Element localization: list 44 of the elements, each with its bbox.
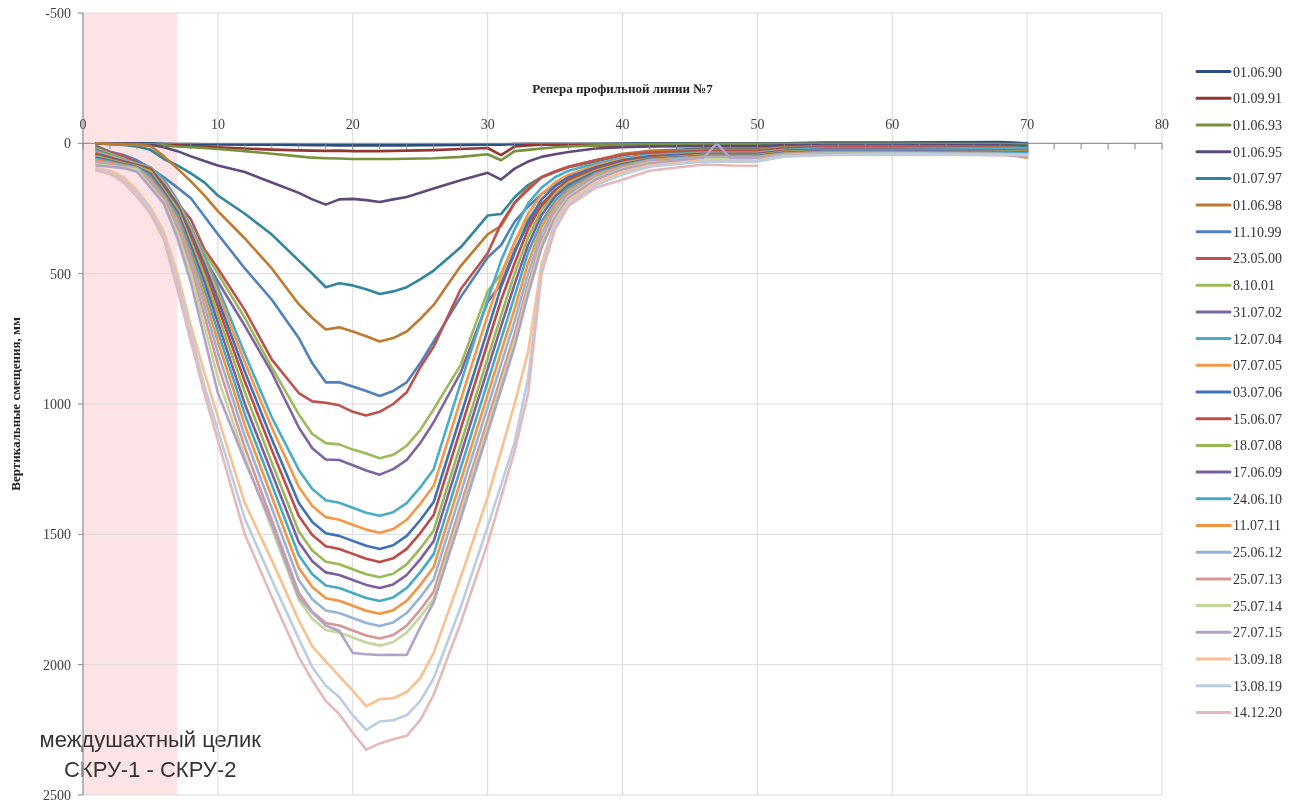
legend-label: 15.06.07 [1233,411,1282,427]
y-tick-label: -500 [45,5,71,21]
y-tick-label: 2500 [43,787,71,803]
legend-label: 18.07.08 [1233,438,1282,454]
legend-label: 17.06.09 [1233,465,1282,480]
legend-label: 25.07.13 [1233,571,1282,587]
legend-label: 13.08.19 [1233,678,1282,694]
y-tick-label: 0 [64,136,71,152]
x-tick-label: 80 [1155,117,1169,133]
x-tick-label: 60 [885,117,900,133]
legend-label: 11.07.11 [1233,518,1281,534]
legend-label: 14.12.20 [1233,705,1282,721]
legend-label: 25.07.14 [1233,598,1282,614]
legend-label: 25.06.12 [1233,545,1282,561]
legend-label: 13.09.18 [1233,651,1282,667]
legend-label: 23.05.00 [1233,251,1282,267]
x-tick-label: 70 [1020,117,1035,133]
y-tick-label: 500 [50,266,71,282]
legend-label: 01.07.97 [1233,171,1282,187]
band-label: междушахтный целик СКРУ-1 - СКРУ-2 [39,727,262,782]
x-tick-label: 50 [750,117,765,133]
legend-label: 27.07.15 [1233,625,1282,641]
x-tick-label: 10 [210,117,225,133]
x-axis-title: Репера профильной линии №7 [532,81,714,97]
y-tick-label: 1500 [43,527,71,543]
legend-label: 03.07.06 [1233,384,1282,400]
x-tick-label: 30 [480,117,495,133]
legend-label: 01.06.98 [1233,198,1282,213]
legend-label: 8.10.01 [1233,278,1275,294]
legend-label: 01.06.90 [1233,64,1282,80]
legend-label: 24.06.10 [1233,491,1282,507]
legend-label: 01.09.91 [1233,91,1282,107]
x-tick-label: 0 [79,117,87,133]
y-tick-label: 2000 [43,657,71,673]
legend-label: 12.07.04 [1233,331,1282,347]
x-tick-label: 40 [615,117,630,133]
legend-label: 31.07.02 [1233,304,1282,320]
legend-label: 11.10.99 [1233,224,1282,240]
y-tick-label: 1000 [43,396,71,412]
y-axis-title: Вертикальные смещения, мм [8,317,23,491]
legend-label: 01.06.93 [1233,117,1282,133]
legend-label: 07.07.05 [1233,358,1282,374]
legend-label: 01.06.95 [1233,144,1282,160]
x-tick-label: 20 [345,117,360,133]
